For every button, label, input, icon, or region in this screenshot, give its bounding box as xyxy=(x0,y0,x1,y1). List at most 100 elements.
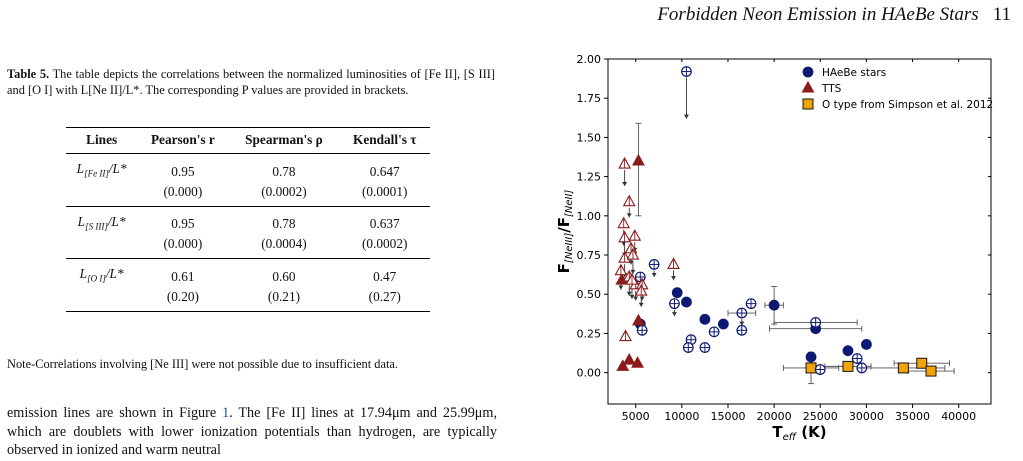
table-caption-text: The table depicts the correlations betwe… xyxy=(7,67,495,97)
tts-point xyxy=(622,352,636,365)
y-tick-label: 1.75 xyxy=(577,92,602,105)
table-row-pvalues: (0.000) (0.0002) (0.0001) xyxy=(66,182,430,207)
column-header: Spearman's ρ xyxy=(228,127,340,154)
kendall-value: 0.647 xyxy=(369,163,400,179)
spearman-pvalue: (0.21) xyxy=(228,287,340,312)
arrow-head xyxy=(621,241,627,246)
arrow-head xyxy=(671,276,677,281)
kendall-pvalue: (0.27) xyxy=(339,287,430,312)
body-paragraph: emission lines are shown in Figure 1. Th… xyxy=(7,405,497,458)
y-tick-label: 1.50 xyxy=(577,131,602,144)
line-label: L[O I]/L* xyxy=(79,266,124,284)
line-label: L[Fe II]/L* xyxy=(76,161,127,179)
tts-point xyxy=(632,313,645,326)
arrow-head xyxy=(633,296,639,301)
otype-point xyxy=(925,365,937,377)
arrow-head xyxy=(683,114,689,119)
table-caption: Table 5. The table depicts the correlati… xyxy=(7,66,495,98)
spearman-value: 0.60 xyxy=(272,269,296,285)
spearman-pvalue: (0.0002) xyxy=(228,182,340,207)
otype-point xyxy=(805,362,817,374)
y-tick-label: 1.00 xyxy=(577,210,602,223)
running-title: Forbidden Neon Emission in HAeBe Stars xyxy=(657,4,979,25)
figure-1: 5000 10000 15000 20000 25000 30000 35000 40000 0… xyxy=(555,50,1015,443)
haebe-point xyxy=(842,345,854,357)
pearson-value: 0.95 xyxy=(171,216,195,232)
tts-point xyxy=(616,359,630,371)
kendall-pvalue: (0.0001) xyxy=(339,182,430,207)
line-label: L[S III]/L* xyxy=(77,213,126,232)
table-row: L[Fe II]/L* 0.95 0.78 0.647 xyxy=(66,154,430,183)
table-header-row: Lines Pearson's r Spearman's ρ Kendall's… xyxy=(66,127,430,154)
x-tick-label: 5000 xyxy=(622,410,650,423)
table-caption-label: Table 5. xyxy=(7,67,50,81)
correlation-table: Lines Pearson's r Spearman's ρ Kendall's… xyxy=(66,127,430,312)
arrow-head xyxy=(630,269,636,274)
haebe-point xyxy=(699,313,711,325)
page-number: 11 xyxy=(992,4,1011,25)
table-row-pvalues: (0.20) (0.21) (0.27) xyxy=(66,287,430,312)
column-header: Pearson's r xyxy=(137,127,229,154)
table-row-pvalues: (0.000) (0.0004) (0.0002) xyxy=(66,235,430,260)
running-header: Forbidden Neon Emission in HAeBe Stars 11 xyxy=(657,4,1011,26)
arrow-head xyxy=(639,296,645,301)
table-row: L[S III]/L* 0.95 0.78 0.637 xyxy=(66,206,430,235)
pearson-value: 0.95 xyxy=(171,163,195,179)
x-tick-label: 10000 xyxy=(664,410,699,423)
neon-ratio-scatter-chart: 5000 10000 15000 20000 25000 30000 35000 40000 0… xyxy=(555,53,993,443)
legend-otype-marker xyxy=(802,98,814,110)
legend-label: O type from Simpson et al. 2012 xyxy=(822,99,993,111)
table-note: Note-Correlations involving [Ne III] wer… xyxy=(7,357,399,371)
pearson-pvalue: (0.000) xyxy=(137,182,229,207)
arrow-head xyxy=(626,291,632,296)
arrow-head xyxy=(626,213,632,218)
legend-haebe-marker xyxy=(802,66,814,78)
column-header: Lines xyxy=(66,127,138,154)
haebe-point xyxy=(717,318,729,330)
tts-point xyxy=(632,153,645,166)
y-tick-label: 0.00 xyxy=(577,367,602,380)
spearman-value: 0.78 xyxy=(272,163,296,179)
haebe-point xyxy=(861,339,872,350)
x-tick-label: 30000 xyxy=(849,410,884,423)
otype-point xyxy=(897,362,909,374)
spearman-pvalue: (0.0004) xyxy=(228,235,340,260)
x-tick-label: 25000 xyxy=(803,410,838,423)
arrow-head xyxy=(638,302,644,307)
y-tick-label: 0.75 xyxy=(577,249,602,262)
figure-link[interactable]: 1 xyxy=(222,405,230,421)
plot-frame xyxy=(607,58,992,405)
table-row: L[O I]/L* 0.61 0.60 0.47 xyxy=(66,259,430,288)
x-axis-label: Teff (K) xyxy=(772,423,826,440)
haebe-point xyxy=(671,287,683,299)
x-tick-label: 40000 xyxy=(941,410,976,423)
legend-label: HAeBe stars xyxy=(822,67,886,79)
otype-point xyxy=(842,360,854,372)
kendall-pvalue: (0.0002) xyxy=(339,235,430,260)
kendall-value: 0.637 xyxy=(369,216,400,232)
column-header: Kendall's τ xyxy=(339,127,430,154)
x-tick-label: 15000 xyxy=(710,410,745,423)
kendall-value: 0.47 xyxy=(373,269,397,285)
arrow-head xyxy=(622,182,628,187)
y-axis-label: F[NeIII]/F[NeII] xyxy=(555,190,575,274)
haebe-point xyxy=(805,351,817,363)
legend-label: TTS xyxy=(821,83,842,95)
tts-point xyxy=(631,356,644,368)
pearson-pvalue: (0.20) xyxy=(137,287,229,312)
spearman-value: 0.78 xyxy=(272,216,296,232)
x-tick-label: 20000 xyxy=(757,410,792,423)
legend-tts-marker xyxy=(801,80,815,93)
pearson-pvalue: (0.000) xyxy=(137,235,229,260)
y-tick-label: 2.00 xyxy=(577,53,602,66)
arrow-head xyxy=(671,312,677,317)
y-tick-label: 0.25 xyxy=(577,327,602,340)
otype-point xyxy=(916,357,928,369)
pearson-value: 0.61 xyxy=(171,269,195,285)
arrow-head xyxy=(739,321,745,326)
arrow-head xyxy=(629,294,635,299)
arrow-head xyxy=(651,272,657,277)
arrow-head xyxy=(618,285,624,290)
y-tick-label: 1.25 xyxy=(577,171,602,184)
x-tick-label: 35000 xyxy=(895,410,930,423)
